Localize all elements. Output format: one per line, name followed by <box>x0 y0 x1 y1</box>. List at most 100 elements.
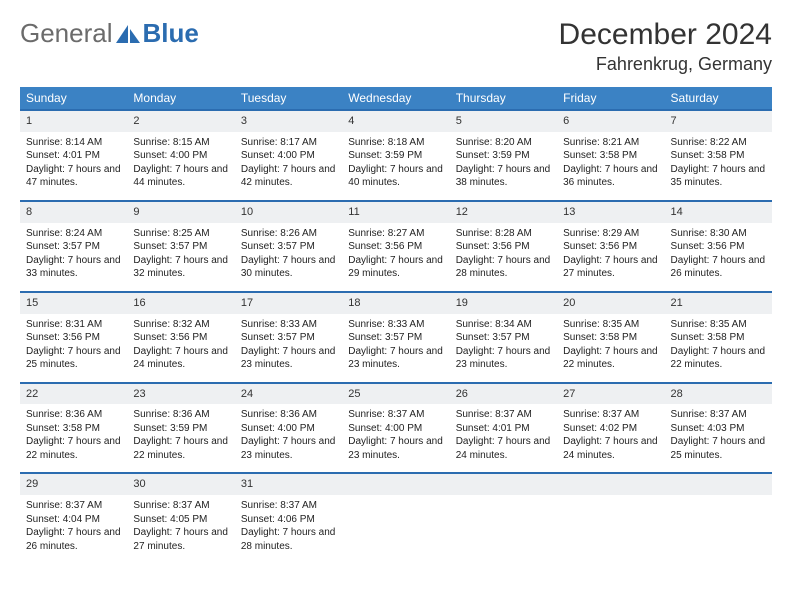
sunset-line: Sunset: 3:57 PM <box>241 241 315 252</box>
daylight-line: Daylight: 7 hours and 22 minutes. <box>671 346 766 371</box>
sunset-line: Sunset: 4:01 PM <box>456 423 530 434</box>
daylight-line: Daylight: 7 hours and 23 minutes. <box>241 436 336 461</box>
sunrise-line: Sunrise: 8:36 AM <box>26 409 102 420</box>
logo-text-b: Blue <box>143 18 199 49</box>
daylight-line: Daylight: 7 hours and 22 minutes. <box>133 436 228 461</box>
day-cell: Sunrise: 8:27 AMSunset: 3:56 PMDaylight:… <box>342 223 449 292</box>
day-number <box>557 473 664 495</box>
sunset-line: Sunset: 3:56 PM <box>348 241 422 252</box>
day-cell: Sunrise: 8:33 AMSunset: 3:57 PMDaylight:… <box>342 314 449 383</box>
sunset-line: Sunset: 4:00 PM <box>241 423 315 434</box>
day-cell: Sunrise: 8:36 AMSunset: 4:00 PMDaylight:… <box>235 404 342 473</box>
daylight-line: Daylight: 7 hours and 35 minutes. <box>671 164 766 189</box>
daylight-line: Daylight: 7 hours and 26 minutes. <box>26 527 121 552</box>
day-number: 9 <box>127 201 234 223</box>
day-cell: Sunrise: 8:25 AMSunset: 3:57 PMDaylight:… <box>127 223 234 292</box>
day-cell: Sunrise: 8:20 AMSunset: 3:59 PMDaylight:… <box>450 132 557 201</box>
day-cell: Sunrise: 8:37 AMSunset: 4:05 PMDaylight:… <box>127 495 234 563</box>
day-number: 15 <box>20 292 127 314</box>
sunrise-line: Sunrise: 8:35 AM <box>563 319 639 330</box>
sunset-line: Sunset: 4:03 PM <box>671 423 745 434</box>
sunset-line: Sunset: 3:58 PM <box>26 423 100 434</box>
day-number: 5 <box>450 110 557 132</box>
weekday-header: Tuesday <box>235 87 342 110</box>
sunset-line: Sunset: 3:57 PM <box>456 332 530 343</box>
sunset-line: Sunset: 3:58 PM <box>671 150 745 161</box>
sunrise-line: Sunrise: 8:28 AM <box>456 228 532 239</box>
sunset-line: Sunset: 3:56 PM <box>563 241 637 252</box>
day-cell: Sunrise: 8:36 AMSunset: 3:58 PMDaylight:… <box>20 404 127 473</box>
day-cell: Sunrise: 8:33 AMSunset: 3:57 PMDaylight:… <box>235 314 342 383</box>
day-cell: Sunrise: 8:15 AMSunset: 4:00 PMDaylight:… <box>127 132 234 201</box>
day-cell: Sunrise: 8:17 AMSunset: 4:00 PMDaylight:… <box>235 132 342 201</box>
day-cell: Sunrise: 8:37 AM Sunset: 4:01 PM Daylight:… <box>450 404 557 473</box>
sunset-line: Sunset: 3:59 PM <box>348 150 422 161</box>
day-number: 23 <box>127 383 234 405</box>
sunset-line: Sunset: 3:59 PM <box>133 423 207 434</box>
sunrise-line: Sunrise: 8:25 AM <box>133 228 209 239</box>
daylight-line: Daylight: 7 hours and 24 minutes. <box>456 436 551 461</box>
sunrise-line: Sunrise: 8:33 AM <box>348 319 424 330</box>
day-cell: Sunrise: 8:28 AM Sunset: 3:56 PM Daylight:… <box>450 223 557 292</box>
title-block: December 2024 Fahrenkrug, Germany <box>559 18 772 75</box>
day-cell <box>665 495 772 563</box>
sunset-line: Sunset: 3:56 PM <box>671 241 745 252</box>
daylight-line: Daylight: 7 hours and 38 minutes. <box>456 164 551 189</box>
day-number: 19 <box>450 292 557 314</box>
sunset-line: Sunset: 4:00 PM <box>133 150 207 161</box>
sunrise-line: Sunrise: 8:37 AM <box>456 409 532 420</box>
sunrise-line: Sunrise: 8:30 AM <box>671 228 747 239</box>
day-number <box>450 473 557 495</box>
daylight-line: Daylight: 7 hours and 26 minutes. <box>671 255 766 280</box>
day-number: 13 <box>557 201 664 223</box>
sunrise-line: Sunrise: 8:34 AM <box>456 319 532 330</box>
day-number: 12 <box>450 201 557 223</box>
sunset-line: Sunset: 3:58 PM <box>563 150 637 161</box>
day-data-row: Sunrise: 8:36 AM Sunset: 3:58 PM Daylight:… <box>20 404 772 473</box>
daylight-line: Daylight: 7 hours and 23 minutes. <box>348 346 443 371</box>
day-cell: Sunrise: 8:18 AMSunset: 3:59 PMDaylight:… <box>342 132 449 201</box>
daylight-line: Daylight: 7 hours and 24 minutes. <box>563 436 658 461</box>
sunset-line: Sunset: 4:01 PM <box>26 150 100 161</box>
day-data-row: Sunrise: 8:37 AMSunset: 4:04 PMDaylight:… <box>20 495 772 563</box>
day-cell: Sunrise: 8:26 AMSunset: 3:57 PMDaylight:… <box>235 223 342 292</box>
sunset-line: Sunset: 3:57 PM <box>26 241 100 252</box>
day-cell <box>450 495 557 563</box>
day-cell <box>557 495 664 563</box>
day-cell: Sunrise: 8:35 AMSunset: 3:58 PMDaylight:… <box>557 314 664 383</box>
day-number: 17 <box>235 292 342 314</box>
day-cell: Sunrise: 8:36 AMSunset: 3:59 PMDaylight:… <box>127 404 234 473</box>
day-number: 7 <box>665 110 772 132</box>
daylight-line: Daylight: 7 hours and 22 minutes. <box>563 346 658 371</box>
day-number-row: 293031 <box>20 473 772 495</box>
day-number: 11 <box>342 201 449 223</box>
day-cell: Sunrise: 8:37 AMSunset: 4:06 PMDaylight:… <box>235 495 342 563</box>
daylight-line: Daylight: 7 hours and 23 minutes. <box>348 436 443 461</box>
day-number-row: 22232425262728 <box>20 383 772 405</box>
day-number: 16 <box>127 292 234 314</box>
logo-text-a: General <box>20 18 113 49</box>
day-cell: Sunrise: 8:30 AM Sunset: 3:56 PM Daylight:… <box>665 223 772 292</box>
day-number <box>665 473 772 495</box>
sunrise-line: Sunrise: 8:22 AM <box>671 137 747 148</box>
calendar-table: SundayMondayTuesdayWednesdayThursdayFrid… <box>20 87 772 563</box>
day-number: 21 <box>665 292 772 314</box>
daylight-line: Daylight: 7 hours and 28 minutes. <box>456 255 551 280</box>
day-cell: Sunrise: 8:37 AMSunset: 4:03 PMDaylight:… <box>665 404 772 473</box>
day-cell: Sunrise: 8:14 AMSunset: 4:01 PMDaylight:… <box>20 132 127 201</box>
sunset-line: Sunset: 3:56 PM <box>456 241 530 252</box>
daylight-line: Daylight: 7 hours and 32 minutes. <box>133 255 228 280</box>
sunrise-line: Sunrise: 8:20 AM <box>456 137 532 148</box>
day-cell: Sunrise: 8:31 AMSunset: 3:56 PMDaylight:… <box>20 314 127 383</box>
day-cell: Sunrise: 8:37 AMSunset: 4:04 PMDaylight:… <box>20 495 127 563</box>
day-number-row: 1234567 <box>20 110 772 132</box>
sunset-line: Sunset: 4:00 PM <box>348 423 422 434</box>
daylight-line: Daylight: 7 hours and 47 minutes. <box>26 164 121 189</box>
day-number: 18 <box>342 292 449 314</box>
sunrise-line: Sunrise: 8:26 AM <box>241 228 317 239</box>
daylight-line: Daylight: 7 hours and 36 minutes. <box>563 164 658 189</box>
day-cell: Sunrise: 8:24 AMSunset: 3:57 PMDaylight:… <box>20 223 127 292</box>
sunset-line: Sunset: 4:06 PM <box>241 514 315 525</box>
day-cell <box>342 495 449 563</box>
day-number: 27 <box>557 383 664 405</box>
